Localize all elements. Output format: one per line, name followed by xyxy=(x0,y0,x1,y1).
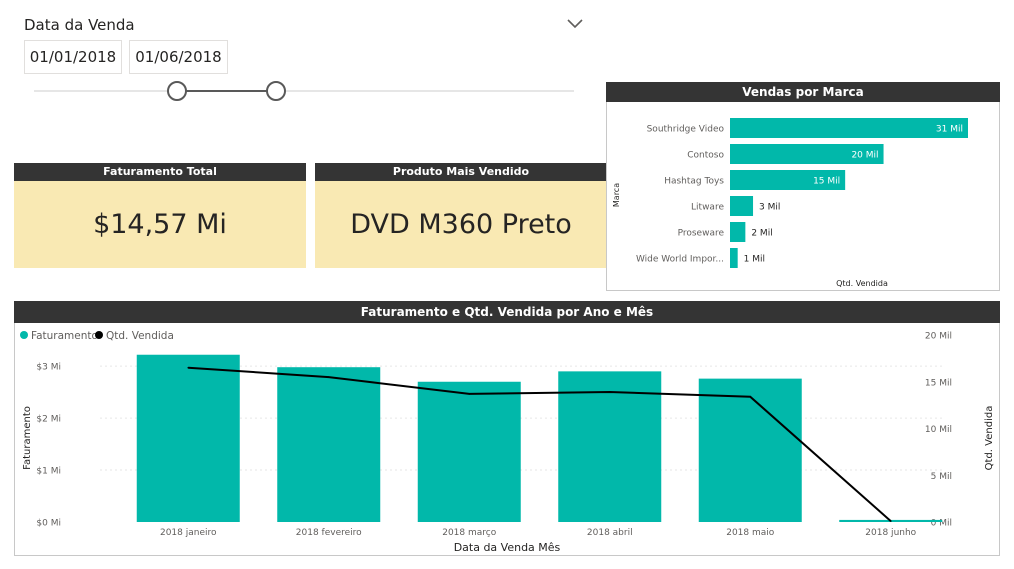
revenue-bar xyxy=(136,354,240,522)
brand-category-label: Litware xyxy=(691,203,724,213)
y2-tick-label: 5 Mil xyxy=(931,472,952,482)
brand-category-label: Wide World Impor... xyxy=(636,255,724,265)
revenue-bar xyxy=(558,371,662,522)
brand-bar xyxy=(730,196,754,216)
brand-bar xyxy=(730,248,738,268)
brand-data-label: 2 Mil xyxy=(751,229,772,239)
slider-range xyxy=(177,90,276,92)
y2-tick-label: 15 Mil xyxy=(925,378,952,388)
brand-category-label: Hashtag Toys xyxy=(664,177,724,187)
y-axis-label: Faturamento xyxy=(22,406,33,470)
brand-data-label: 15 Mil xyxy=(813,177,840,187)
legend-qtd-label: Qtd. Vendida xyxy=(106,330,174,342)
brand-x-axis-label: Qtd. Vendida xyxy=(836,279,888,288)
qtd-vendida-point xyxy=(889,520,892,522)
brand-category-label: Southridge Video xyxy=(647,125,725,135)
card-faturamento-value: $14,57 Mi xyxy=(93,209,227,240)
y-tick-label: $0 Mi xyxy=(36,519,61,529)
qtd-vendida-point xyxy=(327,376,330,378)
card-faturamento-title: Faturamento Total xyxy=(14,163,306,181)
qtd-vendida-line xyxy=(188,366,892,522)
x-tick-label: 2018 fevereiro xyxy=(296,528,362,538)
card-faturamento: $14,57 Mi xyxy=(14,181,306,268)
brand-category-label: Contoso xyxy=(687,151,724,161)
qtd-vendida-point xyxy=(187,366,190,369)
y2-tick-label: 10 Mil xyxy=(925,425,952,435)
y-tick-label: $3 Mi xyxy=(36,363,61,373)
brand-bar xyxy=(730,170,846,190)
y2-tick-label: 20 Mil xyxy=(925,332,952,342)
card-produto: DVD M360 Preto xyxy=(315,181,607,268)
x-tick-label: 2018 março xyxy=(442,528,496,538)
start-date-input[interactable]: 01/01/2018 xyxy=(24,40,122,74)
brand-data-label: 20 Mil xyxy=(851,151,878,161)
y-tick-label: $1 Mi xyxy=(36,467,61,477)
brand-bar xyxy=(730,144,884,164)
brand-bar xyxy=(730,118,968,138)
x-tick-label: 2018 junho xyxy=(865,528,916,538)
brand-data-label: 31 Mil xyxy=(936,125,963,135)
slicer-title: Data da Venda xyxy=(24,16,135,34)
combo-chart-title: Faturamento e Qtd. Vendida por Ano e Mês xyxy=(14,301,1000,323)
legend-faturamento-marker xyxy=(20,331,28,339)
legend-faturamento-label: Faturamento xyxy=(31,330,98,342)
x-tick-label: 2018 janeiro xyxy=(160,528,217,538)
brand-bar-chart: Marca Southridge Video 31 Mil Contoso 20 Mil… xyxy=(612,118,968,288)
qtd-vendida-point xyxy=(608,391,611,393)
slider-track[interactable] xyxy=(34,90,574,92)
slider-end-handle[interactable] xyxy=(266,81,286,101)
card-produto-value: DVD M360 Preto xyxy=(350,209,572,240)
x-axis-label: Data da Venda Mês xyxy=(454,541,561,554)
chevron-down-icon[interactable] xyxy=(566,16,584,30)
brand-data-label: 1 Mil xyxy=(744,255,765,265)
y2-tick-label: 0 Mil xyxy=(931,519,952,529)
brand-category-label: Proseware xyxy=(678,229,725,239)
qtd-vendida-point xyxy=(468,393,471,395)
revenue-bar xyxy=(417,381,521,522)
legend-qtd-marker xyxy=(95,331,103,339)
brand-data-label: 3 Mil xyxy=(759,203,780,213)
revenue-bar xyxy=(698,378,802,522)
qtd-vendida-point xyxy=(749,395,752,398)
x-tick-label: 2018 abril xyxy=(587,528,633,538)
y2-axis-label: Qtd. Vendida xyxy=(984,406,995,471)
revenue-bar xyxy=(277,367,381,522)
brand-chart-title: Vendas por Marca xyxy=(606,82,1000,102)
x-tick-label: 2018 maio xyxy=(726,528,775,538)
card-produto-title: Produto Mais Vendido xyxy=(315,163,607,181)
brand-bar xyxy=(730,222,746,242)
y-tick-label: $2 Mi xyxy=(36,415,61,425)
brand-y-axis-label: Marca xyxy=(612,183,621,207)
slider-start-handle[interactable] xyxy=(167,81,187,101)
combo-chart: Faturamento Qtd. Vendida $0 Mi $1 Mi $2 Mi $3… xyxy=(20,330,995,554)
end-date-input[interactable]: 01/06/2018 xyxy=(129,40,228,74)
